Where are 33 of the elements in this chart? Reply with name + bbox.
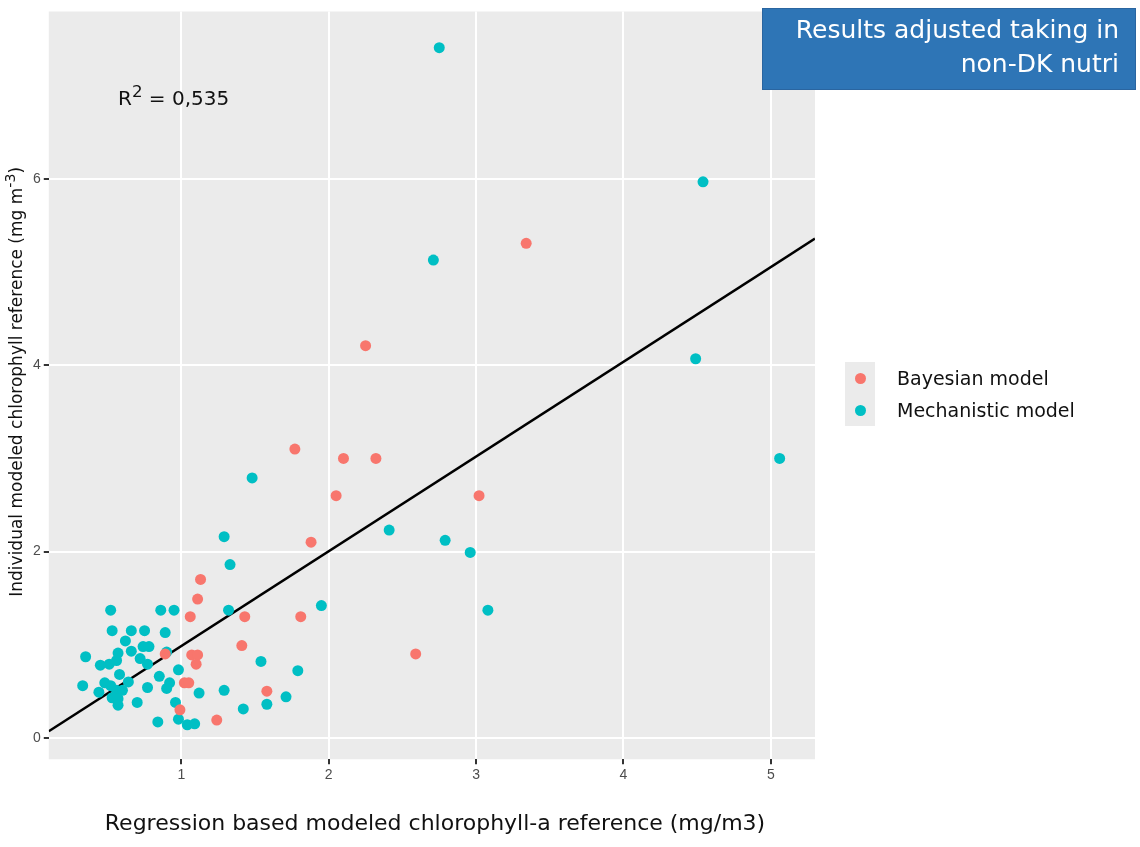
- legend-label: Mechanistic model: [897, 399, 1075, 421]
- point: [190, 658, 202, 670]
- legend-label: Bayesian model: [897, 367, 1049, 389]
- y-tick-label: 4: [32, 356, 41, 373]
- point: [520, 237, 532, 249]
- x-tick-label: 5: [766, 766, 775, 783]
- point: [305, 536, 317, 548]
- point: [184, 611, 196, 623]
- point: [330, 490, 342, 502]
- x-tick-label: 2: [324, 766, 333, 783]
- point: [473, 490, 485, 502]
- point: [236, 640, 248, 652]
- y-tick-label: 6: [32, 169, 41, 186]
- annotation: Results adjusted taking in non-DK nutri: [762, 8, 1136, 90]
- point: [174, 704, 186, 716]
- x-tick-label: 4: [619, 766, 628, 783]
- point: [261, 685, 273, 697]
- point: [370, 452, 382, 464]
- point: [360, 340, 372, 352]
- point: [289, 443, 301, 455]
- x-tick-label: 1: [177, 766, 186, 783]
- point: [239, 611, 251, 623]
- x-axis-title: Regression based modeled chlorophyll-a reference (mg/m3): [103, 810, 767, 835]
- point: [192, 593, 204, 605]
- annotation: R$^{2}$ = 0,535: [118, 82, 230, 110]
- point: [211, 714, 223, 726]
- point: [337, 452, 349, 464]
- x-tick-label: 3: [472, 766, 481, 783]
- point: [195, 573, 207, 585]
- point: [410, 648, 422, 660]
- y-tick-label: 0: [32, 728, 41, 745]
- y-tick-label: 2: [32, 542, 41, 559]
- point: [295, 611, 307, 623]
